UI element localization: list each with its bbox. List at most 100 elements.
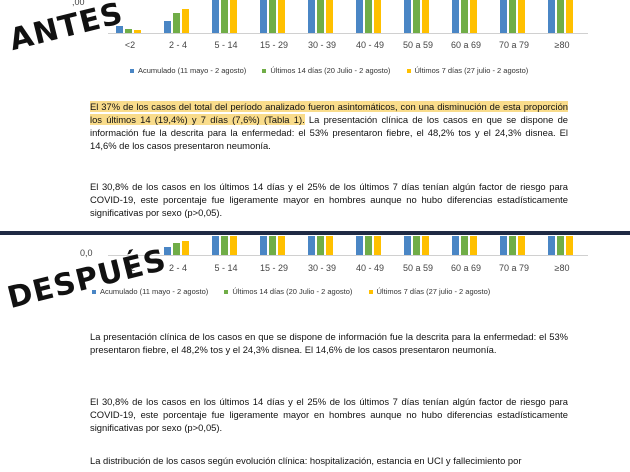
bar xyxy=(452,0,459,33)
chart-bars xyxy=(108,0,588,33)
x-axis-line xyxy=(108,33,588,34)
y-tick-label: 0,0 xyxy=(80,248,93,258)
legend-label: Últimos 14 días (20 Julio - 2 agosto) xyxy=(232,287,353,296)
bar-group xyxy=(404,0,448,33)
chart-bars xyxy=(108,236,588,255)
bar xyxy=(557,236,564,255)
bar xyxy=(308,236,315,255)
x-tick-label: 5 - 14 xyxy=(214,263,238,273)
legend-item: Acumulado (11 mayo - 2 agosto) xyxy=(130,66,246,75)
x-axis-line xyxy=(108,255,588,256)
x-tick-label: 2 - 4 xyxy=(168,263,187,273)
x-tick-label: 70 a 79 xyxy=(498,263,530,273)
x-tick-label: <2 xyxy=(124,263,136,273)
bar-group xyxy=(404,236,448,255)
bar-group xyxy=(548,236,592,255)
bar xyxy=(125,29,132,33)
legend-label: Últimos 7 días (27 julio - 2 agosto) xyxy=(414,66,529,75)
legend-swatch xyxy=(262,69,267,74)
bar xyxy=(518,236,525,255)
x-tick-label: 40 - 49 xyxy=(355,263,385,273)
legend-item: Últimos 14 días (20 Julio - 2 agosto) xyxy=(262,66,390,75)
bar xyxy=(518,0,525,33)
bar-group xyxy=(260,236,304,255)
after-paragraph-2: El 30,8% de los casos en los últimos 14 … xyxy=(90,396,568,433)
bar xyxy=(317,0,324,33)
bar xyxy=(173,13,180,33)
bar xyxy=(173,243,180,255)
chart-legend: Acumulado (11 mayo - 2 agosto) Últimos 1… xyxy=(92,287,504,296)
bar-group xyxy=(452,236,496,255)
bar xyxy=(260,0,267,33)
bar xyxy=(404,236,411,255)
bar xyxy=(182,241,189,255)
bar xyxy=(470,236,477,255)
after-paragraph-3: La distribución de los casos según evolu… xyxy=(90,455,522,466)
bar-group xyxy=(116,0,160,33)
bar xyxy=(566,0,573,33)
legend-swatch xyxy=(368,290,373,295)
bar xyxy=(413,0,420,33)
before-panel: ,00 <2 2 - 4 5 - 14 15 - 29 30 - 39 40 - 49 50… xyxy=(0,0,630,233)
bar-group xyxy=(356,0,400,33)
x-tick-label: 50 a 59 xyxy=(402,40,434,50)
bar xyxy=(317,236,324,255)
legend-swatch xyxy=(224,290,229,295)
x-tick-label: ≥80 xyxy=(554,40,570,50)
bar xyxy=(452,236,459,255)
legend-label: Últimos 14 días (20 Julio - 2 agosto) xyxy=(270,66,391,75)
bar xyxy=(164,247,171,255)
before-paragraph-2: El 30,8% de los casos en los últimos 14 … xyxy=(90,181,568,218)
age-chart-before: ,00 <2 2 - 4 5 - 14 15 - 29 30 - 39 40 - 49 50… xyxy=(0,0,630,75)
bar-group xyxy=(500,236,544,255)
bar xyxy=(116,26,123,33)
legend-item: Últimos 7 días (27 julio - 2 agosto) xyxy=(406,66,529,75)
chart-legend: Acumulado (11 mayo - 2 agosto) Últimos 1… xyxy=(130,66,542,75)
before-paragraph-1: El 37% de los casos del total del períod… xyxy=(90,100,568,152)
x-tick-label: 30 - 39 xyxy=(307,40,337,50)
bar xyxy=(404,0,411,33)
x-tick-label: 60 a 69 xyxy=(450,263,482,273)
x-tick-label: 15 - 29 xyxy=(259,40,289,50)
bar xyxy=(212,0,219,33)
bar xyxy=(365,0,372,33)
bar xyxy=(509,0,516,33)
bar-group xyxy=(452,0,496,33)
bar xyxy=(260,236,267,255)
bar xyxy=(164,21,171,33)
after-paragraph-1: La presentación clínica de los casos en … xyxy=(90,331,568,355)
bar xyxy=(221,0,228,33)
legend-label: Acumulado (11 mayo - 2 agosto) xyxy=(100,287,209,296)
bar-group xyxy=(500,0,544,33)
legend-swatch xyxy=(406,69,411,74)
legend-swatch xyxy=(92,290,96,295)
x-tick-label: 60 a 69 xyxy=(450,40,482,50)
x-tick-label: 40 - 49 xyxy=(355,40,385,50)
paragraph-text: La presentación clínica de los casos en … xyxy=(90,114,568,151)
bar xyxy=(269,236,276,255)
bar xyxy=(374,236,381,255)
bar-group xyxy=(356,236,400,255)
bar xyxy=(134,30,141,33)
bar xyxy=(413,236,420,255)
bar-group xyxy=(212,236,256,255)
divider xyxy=(0,231,630,235)
bar-group xyxy=(164,236,208,255)
bar xyxy=(356,236,363,255)
bar xyxy=(230,0,237,33)
bar xyxy=(566,236,573,255)
x-tick-label: ≥80 xyxy=(554,263,570,273)
x-tick-label: <2 xyxy=(124,40,136,50)
bar xyxy=(509,236,516,255)
x-tick-label: 70 a 79 xyxy=(498,40,530,50)
bar xyxy=(212,236,219,255)
bar xyxy=(374,0,381,33)
bar xyxy=(365,236,372,255)
bar xyxy=(326,236,333,255)
bar xyxy=(461,0,468,33)
bar xyxy=(230,236,237,255)
bar xyxy=(500,236,507,255)
bar-group xyxy=(548,0,592,33)
after-panel: 0,0 <2 2 - 4 5 - 14 15 - 29 30 - 39 40 - 49 50… xyxy=(0,236,630,472)
bar xyxy=(278,0,285,33)
